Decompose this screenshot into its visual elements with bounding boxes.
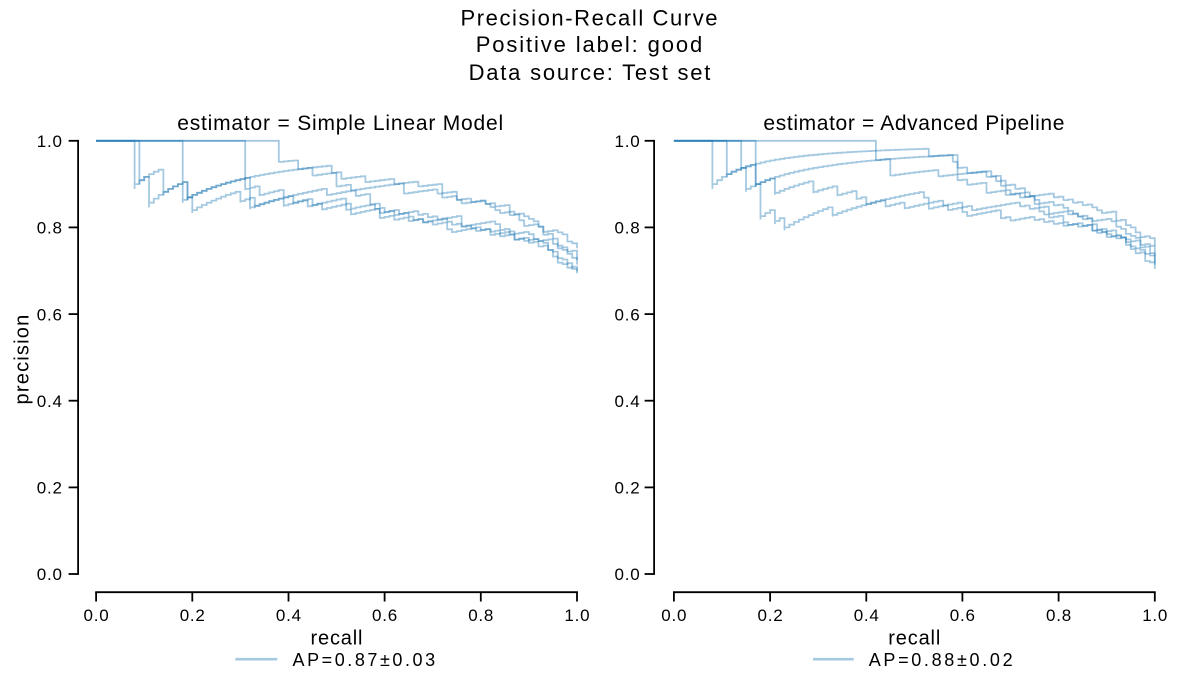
- svg-text:1.0: 1.0: [564, 606, 589, 625]
- svg-text:0.8: 0.8: [37, 219, 62, 238]
- svg-text:0.4: 0.4: [615, 392, 640, 411]
- svg-text:1.0: 1.0: [615, 132, 640, 151]
- svg-text:0.2: 0.2: [37, 479, 62, 498]
- svg-text:Data source: Test set: Data source: Test set: [469, 60, 711, 85]
- svg-text:AP=0.87±0.03: AP=0.87±0.03: [293, 650, 436, 670]
- svg-text:0.6: 0.6: [372, 606, 397, 625]
- svg-text:0.2: 0.2: [615, 479, 640, 498]
- svg-text:0.8: 0.8: [468, 606, 493, 625]
- svg-text:1.0: 1.0: [37, 132, 62, 151]
- svg-text:0.6: 0.6: [37, 305, 62, 324]
- svg-text:precision: precision: [11, 315, 33, 405]
- svg-text:0.6: 0.6: [950, 606, 975, 625]
- svg-text:0.8: 0.8: [1046, 606, 1071, 625]
- svg-text:AP=0.88±0.02: AP=0.88±0.02: [869, 650, 1013, 670]
- svg-text:estimator = Advanced Pipeline: estimator = Advanced Pipeline: [763, 112, 1064, 135]
- svg-text:0.8: 0.8: [615, 219, 640, 238]
- svg-text:0.0: 0.0: [37, 565, 62, 584]
- svg-text:0.0: 0.0: [661, 606, 686, 625]
- svg-text:1.0: 1.0: [1142, 606, 1167, 625]
- svg-text:0.4: 0.4: [854, 606, 879, 625]
- svg-text:0.4: 0.4: [37, 392, 62, 411]
- svg-text:Precision-Recall Curve: Precision-Recall Curve: [460, 5, 717, 30]
- svg-text:0.0: 0.0: [615, 565, 640, 584]
- svg-text:0.6: 0.6: [615, 305, 640, 324]
- svg-text:0.2: 0.2: [758, 606, 783, 625]
- svg-text:0.4: 0.4: [276, 606, 301, 625]
- svg-text:0.2: 0.2: [180, 606, 205, 625]
- svg-text:estimator = Simple Linear Mode: estimator = Simple Linear Model: [177, 112, 503, 135]
- svg-text:0.0: 0.0: [84, 606, 109, 625]
- svg-text:recall: recall: [888, 628, 940, 650]
- svg-text:Positive label: good: Positive label: good: [476, 32, 703, 57]
- svg-text:recall: recall: [311, 628, 363, 650]
